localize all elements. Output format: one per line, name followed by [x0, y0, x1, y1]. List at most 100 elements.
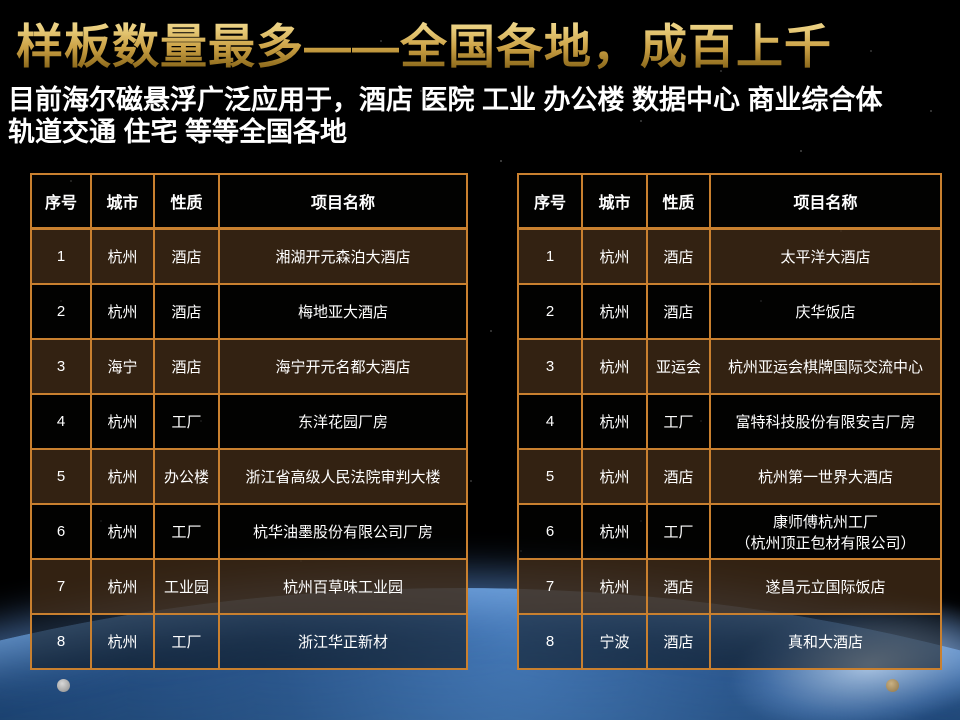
header-cell-type: 性质: [153, 173, 220, 230]
header-cell-name: 项目名称: [709, 173, 942, 230]
cell-city: 杭州: [90, 503, 155, 560]
cell-no: 4: [30, 393, 92, 450]
cell-name: 遂昌元立国际饭店: [709, 558, 942, 615]
projects-table-right: 序号 城市 性质 项目名称 1 杭州 酒店 太平洋大酒店 2 杭州 酒店 庆华饭店 3 杭州 亚运会…: [517, 173, 942, 670]
cell-city: 杭州: [581, 448, 648, 505]
cell-name: 康师傅杭州工厂 （杭州顶正包材有限公司）: [709, 503, 942, 560]
cell-type: 工厂: [646, 393, 711, 450]
cell-no: 7: [517, 558, 583, 615]
cell-no: 4: [517, 393, 583, 450]
table-row: 7 杭州 酒店 遂昌元立国际饭店: [517, 558, 942, 615]
cell-type: 亚运会: [646, 338, 711, 395]
cell-name: 杭州百草味工业园: [218, 558, 468, 615]
cell-type: 工厂: [646, 503, 711, 560]
table-row: 7 杭州 工业园 杭州百草味工业园: [30, 558, 468, 615]
cell-type: 工业园: [153, 558, 220, 615]
cell-name: 海宁开元名都大酒店: [218, 338, 468, 395]
cell-type: 工厂: [153, 503, 220, 560]
projects-table-left: 序号 城市 性质 项目名称 1 杭州 酒店 湘湖开元森泊大酒店 2 杭州 酒店 梅地亚大酒店 3…: [30, 173, 468, 670]
slide-title: 样板数量最多——全国各地，成百上千: [16, 8, 946, 77]
cell-no: 3: [30, 338, 92, 395]
cell-city: 杭州: [581, 503, 648, 560]
cell-name: 梅地亚大酒店: [218, 283, 468, 340]
cell-name: 湘湖开元森泊大酒店: [218, 227, 468, 285]
table-row: 4 杭州 工厂 富特科技股份有限安吉厂房: [517, 393, 942, 450]
table-row: 8 宁波 酒店 真和大酒店: [517, 613, 942, 670]
cell-no: 1: [517, 227, 583, 285]
cell-type: 工厂: [153, 393, 220, 450]
cell-name: 杭华油墨股份有限公司厂房: [218, 503, 468, 560]
cell-no: 5: [517, 448, 583, 505]
cell-no: 8: [30, 613, 92, 670]
table-row: 3 海宁 酒店 海宁开元名都大酒店: [30, 338, 468, 395]
nav-dot-left: [57, 679, 70, 692]
cell-name: 庆华饭店: [709, 283, 942, 340]
cell-city: 杭州: [581, 558, 648, 615]
cell-type: 酒店: [646, 227, 711, 285]
cell-type: 酒店: [153, 227, 220, 285]
table-row: 6 杭州 工厂 杭华油墨股份有限公司厂房: [30, 503, 468, 560]
cell-city: 杭州: [581, 227, 648, 285]
cell-no: 3: [517, 338, 583, 395]
table-row: 1 杭州 酒店 太平洋大酒店: [517, 227, 942, 285]
cell-no: 2: [517, 283, 583, 340]
table-row: 4 杭州 工厂 东洋花园厂房: [30, 393, 468, 450]
cell-type: 酒店: [646, 448, 711, 505]
table-row: 5 杭州 办公楼 浙江省高级人民法院审判大楼: [30, 448, 468, 505]
cell-type: 酒店: [153, 338, 220, 395]
cell-name: 浙江华正新材: [218, 613, 468, 670]
cell-city: 杭州: [581, 283, 648, 340]
cell-type: 酒店: [646, 613, 711, 670]
cell-name: 杭州亚运会棋牌国际交流中心: [709, 338, 942, 395]
cell-name: 真和大酒店: [709, 613, 942, 670]
cell-type: 酒店: [153, 283, 220, 340]
header-cell-name: 项目名称: [218, 173, 468, 230]
cell-type: 工厂: [153, 613, 220, 670]
table-row: 2 杭州 酒店 梅地亚大酒店: [30, 283, 468, 340]
cell-city: 杭州: [581, 338, 648, 395]
subtitle-line-2: 轨道交通 住宅 等等全国各地: [8, 117, 348, 148]
cell-name: 东洋花园厂房: [218, 393, 468, 450]
header-cell-city: 城市: [581, 173, 648, 230]
table-row: 3 杭州 亚运会 杭州亚运会棋牌国际交流中心: [517, 338, 942, 395]
cell-no: 6: [30, 503, 92, 560]
table-row: 2 杭州 酒店 庆华饭店: [517, 283, 942, 340]
table-row: 5 杭州 酒店 杭州第一世界大酒店: [517, 448, 942, 505]
header-cell-city: 城市: [90, 173, 155, 230]
cell-no: 6: [517, 503, 583, 560]
table-row: 1 杭州 酒店 湘湖开元森泊大酒店: [30, 227, 468, 285]
cell-city: 杭州: [90, 448, 155, 505]
table-row: 6 杭州 工厂 康师傅杭州工厂 （杭州顶正包材有限公司）: [517, 503, 942, 560]
header-cell-no: 序号: [517, 173, 583, 230]
cell-city: 海宁: [90, 338, 155, 395]
cell-type: 办公楼: [153, 448, 220, 505]
cell-city: 宁波: [581, 613, 648, 670]
cell-type: 酒店: [646, 558, 711, 615]
cell-city: 杭州: [90, 283, 155, 340]
cell-no: 5: [30, 448, 92, 505]
table-header-row: 序号 城市 性质 项目名称: [517, 173, 942, 230]
header-cell-no: 序号: [30, 173, 92, 230]
cell-no: 2: [30, 283, 92, 340]
cell-city: 杭州: [581, 393, 648, 450]
cell-city: 杭州: [90, 227, 155, 285]
subtitle-line-1: 目前海尔磁悬浮广泛应用于，酒店 医院 工业 办公楼 数据中心 商业综合体: [8, 85, 883, 115]
cell-city: 杭州: [90, 393, 155, 450]
cell-no: 8: [517, 613, 583, 670]
slide-subtitle: 目前海尔磁悬浮广泛应用于，酒店 医院 工业 办公楼 数据中心 商业综合体 轨道交…: [8, 84, 956, 149]
cell-no: 7: [30, 558, 92, 615]
cell-name: 浙江省高级人民法院审判大楼: [218, 448, 468, 505]
cell-name: 杭州第一世界大酒店: [709, 448, 942, 505]
cell-name: 太平洋大酒店: [709, 227, 942, 285]
header-cell-type: 性质: [646, 173, 711, 230]
table-row: 8 杭州 工厂 浙江华正新材: [30, 613, 468, 670]
nav-dot-right: [886, 679, 899, 692]
cell-name: 富特科技股份有限安吉厂房: [709, 393, 942, 450]
cell-type: 酒店: [646, 283, 711, 340]
cell-city: 杭州: [90, 613, 155, 670]
table-header-row: 序号 城市 性质 项目名称: [30, 173, 468, 230]
starfield-decoration: [0, 0, 2, 2]
cell-city: 杭州: [90, 558, 155, 615]
cell-no: 1: [30, 227, 92, 285]
